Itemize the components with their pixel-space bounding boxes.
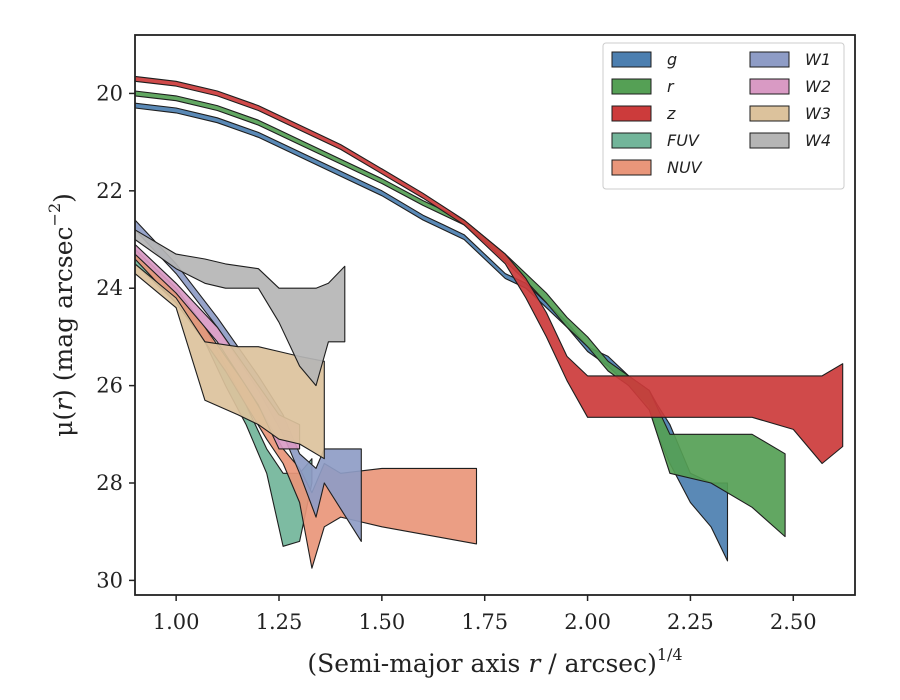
y-tick-label: 26 — [96, 374, 123, 398]
x-tick-label: 2.00 — [564, 610, 611, 634]
series-w4-band — [134, 229, 346, 387]
series-layer — [134, 75, 844, 569]
x-tick-label: 2.50 — [770, 610, 817, 634]
series-g-band — [134, 102, 729, 562]
y-tick-label: 24 — [96, 276, 123, 300]
legend-swatch-fuv — [611, 132, 652, 149]
y-axis: 20 22 24 26 28 30 — [96, 81, 135, 592]
legend-swatch-nuv — [611, 159, 652, 176]
x-axis-label-exponent: 1/4 — [657, 645, 683, 664]
x-axis-label: (Semi-major axis r / arcsec)1/4 — [307, 645, 682, 678]
legend-label-w1: W1 — [805, 50, 831, 69]
y-tick-label: 20 — [96, 81, 123, 105]
y-tick-label: 30 — [96, 568, 123, 592]
series-z-group — [134, 75, 844, 465]
legend-swatch-r — [611, 78, 652, 95]
series-w4-group — [134, 229, 346, 387]
series-z-band — [134, 75, 844, 465]
legend-label-nuv: NUV — [667, 158, 703, 177]
legend-swatch-w1 — [749, 51, 790, 68]
series-w3-band — [134, 263, 325, 460]
y-axis-label-exponent: −2 — [45, 203, 64, 227]
legend-swatch-z — [611, 105, 652, 122]
legend-label-g: g — [667, 50, 677, 69]
legend-swatch-w3 — [749, 105, 790, 122]
series-w3-group — [134, 263, 325, 460]
legend-label-w4: W4 — [805, 131, 831, 150]
y-axis-label: μ(r) (mag arcsec−2) — [45, 193, 78, 437]
legend-swatch-w4 — [749, 132, 790, 149]
y-tick-label: 28 — [96, 471, 123, 495]
x-tick-label: 1.25 — [256, 610, 303, 634]
x-tick-label: 1.50 — [358, 610, 405, 634]
series-g-group — [134, 102, 729, 562]
legend-label-fuv: FUV — [667, 131, 700, 150]
x-tick-label: 1.00 — [153, 610, 200, 634]
x-tick-label: 2.25 — [667, 610, 714, 634]
x-axis: 1.00 1.25 1.50 1.75 2.00 2.25 2.50 — [153, 595, 817, 634]
legend-label-z: z — [666, 104, 676, 123]
legend-label-w2: W2 — [805, 77, 831, 96]
x-tick-label: 1.75 — [461, 610, 508, 634]
legend-swatch-w2 — [749, 78, 790, 95]
y-axis-label-variable: r — [49, 397, 78, 411]
y-tick-label: 22 — [96, 179, 123, 203]
x-axis-label-variable: r — [528, 649, 542, 678]
legend-label-w3: W3 — [805, 104, 831, 123]
plot-frame — [134, 34, 856, 596]
legend-swatch-g — [611, 51, 652, 68]
legend-label-r: r — [667, 77, 675, 96]
legend: grz FUV NUV W1 W2 W3 W4 — [602, 42, 845, 190]
